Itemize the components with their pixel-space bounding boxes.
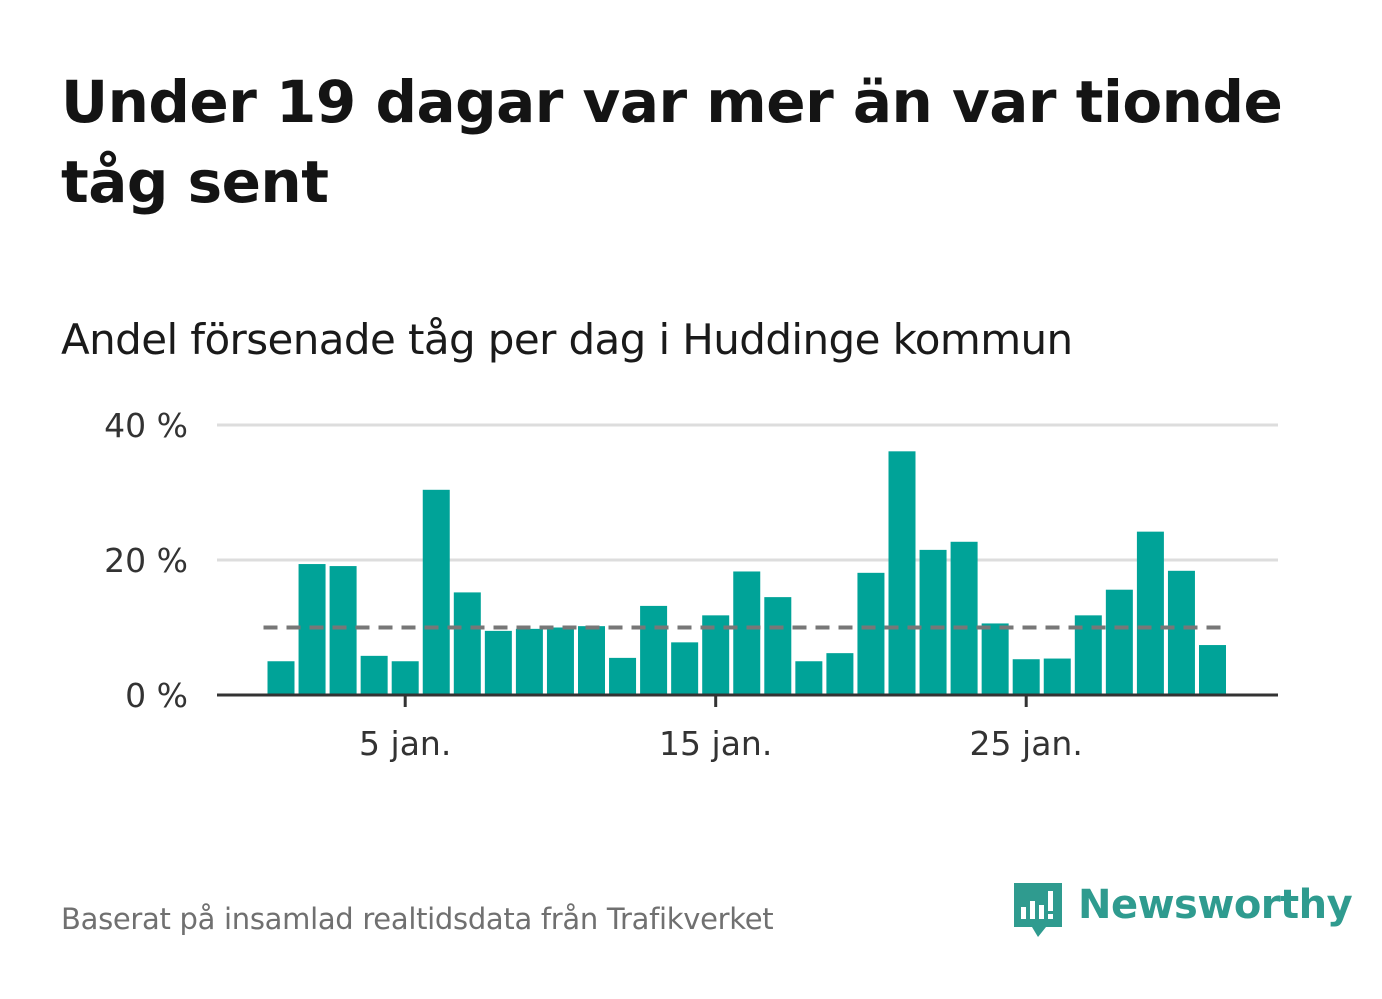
bar bbox=[671, 642, 699, 695]
bar bbox=[857, 572, 885, 695]
bar bbox=[360, 655, 388, 695]
x-tick-label: 15 jan. bbox=[659, 724, 772, 763]
source-note: Baserat på insamlad realtidsdata från Tr… bbox=[61, 902, 774, 936]
bar bbox=[484, 630, 512, 695]
y-tick-label: 0 % bbox=[125, 676, 188, 715]
bar bbox=[1012, 659, 1040, 695]
bar bbox=[981, 623, 1009, 695]
newsworthy-logo-text: Newsworthy bbox=[1078, 882, 1353, 928]
bar bbox=[1199, 645, 1226, 695]
bar bbox=[826, 653, 854, 695]
x-tick-label: 25 jan. bbox=[970, 724, 1083, 763]
bar bbox=[546, 627, 574, 695]
bar bbox=[267, 661, 295, 695]
bar-chart: 0 % 20 % 40 % 5 jan. 15 jan. 25 jan. bbox=[104, 406, 1278, 763]
bar bbox=[609, 657, 637, 695]
bar bbox=[888, 451, 916, 695]
bar bbox=[329, 566, 357, 695]
chart-subtitle: Andel försenade tåg per dag i Huddinge k… bbox=[61, 315, 1073, 364]
bar bbox=[1136, 531, 1164, 695]
bar bbox=[1105, 589, 1133, 695]
y-tick-label: 20 % bbox=[104, 541, 188, 580]
newsworthy-logo: Newsworthy bbox=[1010, 878, 1353, 942]
bar bbox=[764, 597, 792, 695]
newsworthy-logo-icon bbox=[1014, 883, 1062, 937]
bar bbox=[640, 605, 668, 695]
bar bbox=[422, 489, 450, 695]
chart-title: Under 19 dagar var mer än var tionde tåg… bbox=[61, 68, 1283, 216]
bar bbox=[453, 592, 481, 695]
bar bbox=[733, 571, 761, 695]
bar bbox=[950, 541, 978, 695]
x-tick-label: 5 jan. bbox=[359, 724, 451, 763]
bar bbox=[795, 661, 823, 695]
bar bbox=[1043, 658, 1071, 695]
bar bbox=[391, 661, 419, 695]
bar bbox=[919, 549, 947, 695]
y-tick-label: 40 % bbox=[104, 406, 188, 445]
bar bbox=[515, 628, 543, 695]
bar bbox=[298, 564, 326, 695]
bar bbox=[578, 626, 605, 695]
bar bbox=[1167, 570, 1195, 695]
